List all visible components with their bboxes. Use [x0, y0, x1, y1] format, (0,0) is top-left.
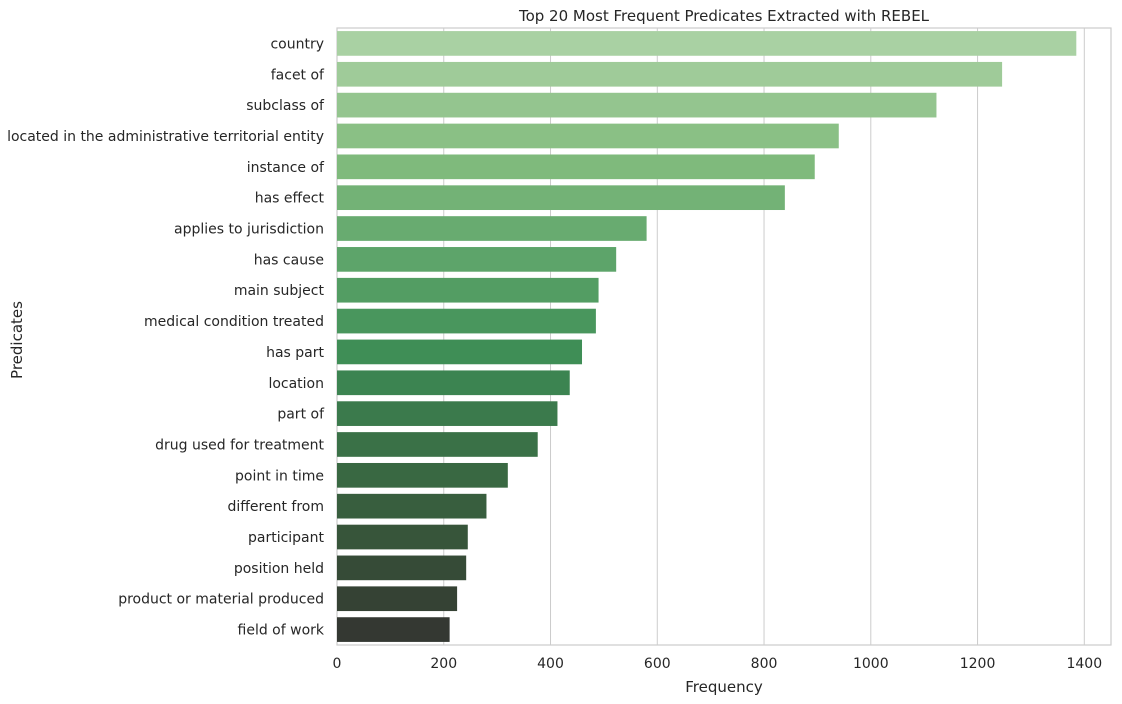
x-tick-labels: 0 200 400 600 800 1000 1200 1400 — [333, 656, 1103, 672]
y-tick-label: field of work — [238, 623, 325, 639]
y-tick-label: located in the administrative territoria… — [7, 129, 324, 145]
x-tick-label: 400 — [537, 656, 564, 672]
y-tick-label: main subject — [234, 283, 325, 299]
bar — [337, 586, 458, 612]
y-tick-label: has cause — [254, 252, 324, 268]
bar — [337, 185, 785, 211]
bar — [337, 370, 570, 396]
x-tick-label: 1200 — [960, 656, 996, 672]
bar — [337, 493, 487, 519]
bar — [337, 462, 508, 488]
bar — [337, 216, 647, 241]
x-tick-label: 600 — [644, 656, 671, 672]
y-tick-label: instance of — [247, 160, 325, 176]
y-tick-label: drug used for treatment — [155, 437, 324, 453]
y-tick-label: has effect — [255, 191, 325, 207]
y-axis-label: Predicates — [8, 301, 26, 379]
y-tick-label: subclass of — [246, 98, 325, 114]
y-tick-label: different from — [228, 499, 325, 515]
y-tick-label: participant — [248, 530, 325, 546]
y-tick-label: product or material produced — [118, 592, 324, 608]
bar — [337, 61, 1003, 87]
bar — [337, 401, 558, 426]
x-tick-label: 800 — [751, 656, 778, 672]
y-tick-label: position held — [234, 561, 324, 577]
bar — [337, 154, 815, 180]
bar — [337, 247, 617, 272]
y-tick-label: location — [268, 376, 324, 392]
x-axis-label: Frequency — [685, 678, 763, 696]
bar — [337, 308, 596, 334]
y-tick-label: applies to jurisdiction — [174, 222, 324, 238]
bar — [337, 92, 937, 118]
bar — [337, 555, 467, 581]
y-tick-label: country — [270, 36, 324, 52]
x-tick-label: 1400 — [1066, 656, 1102, 672]
y-tick-label: medical condition treated — [144, 314, 324, 330]
y-tick-label: facet of — [271, 67, 325, 83]
y-tick-label: part of — [277, 407, 325, 423]
bar — [337, 31, 1077, 56]
x-tick-label: 1000 — [853, 656, 889, 672]
bar — [337, 277, 599, 303]
bar — [337, 524, 468, 550]
x-tick-label: 0 — [333, 656, 342, 672]
y-tick-label: point in time — [235, 468, 324, 484]
x-tick-label: 200 — [430, 656, 457, 672]
bar — [337, 339, 583, 365]
y-tick-label: has part — [266, 345, 324, 361]
plot-area — [336, 27, 1112, 646]
y-tick-labels: country facet of subclass of located in the… — [7, 36, 325, 638]
bar — [337, 432, 538, 457]
bar — [337, 617, 450, 642]
chart-title: Top 20 Most Frequent Predicates Extracte… — [518, 7, 930, 25]
bars — [337, 31, 1077, 642]
bar — [337, 123, 839, 149]
